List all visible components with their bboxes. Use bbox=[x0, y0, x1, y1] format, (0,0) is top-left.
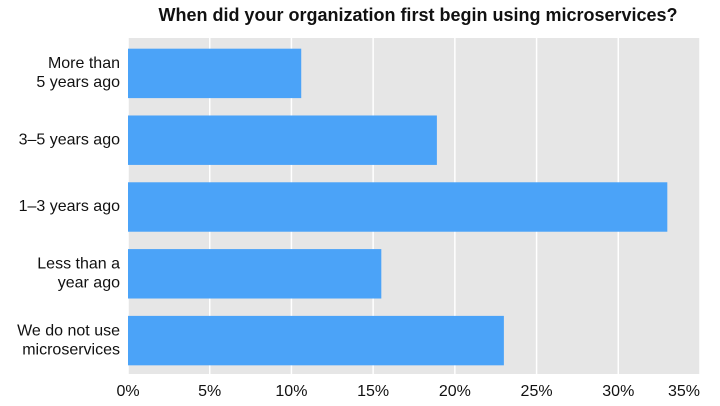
y-tick-label-line: 3–5 years ago bbox=[19, 131, 121, 148]
x-tick-label: 5% bbox=[198, 383, 221, 400]
x-tick-label: 30% bbox=[602, 383, 634, 400]
bar bbox=[128, 315, 504, 366]
y-tick-label-line: microservices bbox=[22, 341, 120, 358]
x-tick-label: 10% bbox=[275, 383, 307, 400]
y-tick-label-line: 5 years ago bbox=[36, 74, 120, 91]
x-tick-label: 15% bbox=[357, 383, 389, 400]
chart-title: When did your organization first begin u… bbox=[158, 5, 677, 25]
y-tick-label: 1–3 years ago bbox=[19, 198, 121, 215]
y-tick-label-line: 1–3 years ago bbox=[19, 198, 121, 215]
bar bbox=[128, 182, 668, 232]
y-tick-label: More than 5 years ago bbox=[36, 55, 120, 91]
y-tick-label: Less than a year ago bbox=[37, 256, 120, 292]
bar bbox=[128, 115, 437, 165]
x-tick-label: 20% bbox=[439, 383, 471, 400]
bar bbox=[128, 249, 382, 299]
bar bbox=[128, 48, 302, 99]
y-tick-label-line: year ago bbox=[58, 275, 120, 292]
y-tick-label-line: Less than a bbox=[37, 256, 120, 273]
x-tick-label: 35% bbox=[668, 383, 700, 400]
y-tick-label-line: We do not use bbox=[17, 322, 120, 339]
y-tick-label: 3–5 years ago bbox=[19, 131, 121, 148]
x-tick-label: 25% bbox=[521, 383, 553, 400]
y-tick-label: We do not use microservices bbox=[17, 322, 120, 358]
y-tick-label-line: More than bbox=[48, 55, 120, 72]
x-tick-label: 0% bbox=[116, 383, 139, 400]
